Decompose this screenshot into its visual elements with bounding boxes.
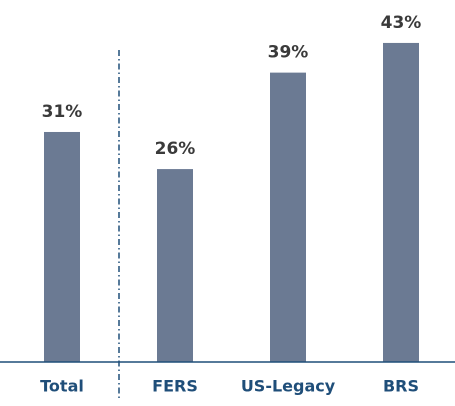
value-label: 39%: [268, 43, 309, 63]
x-tick-label: BRS: [383, 377, 419, 396]
bar: [157, 169, 193, 362]
x-tick-label: Total: [40, 377, 84, 396]
value-label: 31%: [42, 102, 83, 122]
x-tick-label: US-Legacy: [241, 377, 336, 396]
bar: [44, 131, 80, 362]
bar: [270, 72, 306, 363]
value-label: 43%: [381, 13, 422, 33]
x-tick-label: FERS: [152, 377, 198, 396]
bar: [383, 42, 419, 362]
value-label: 26%: [155, 139, 196, 159]
